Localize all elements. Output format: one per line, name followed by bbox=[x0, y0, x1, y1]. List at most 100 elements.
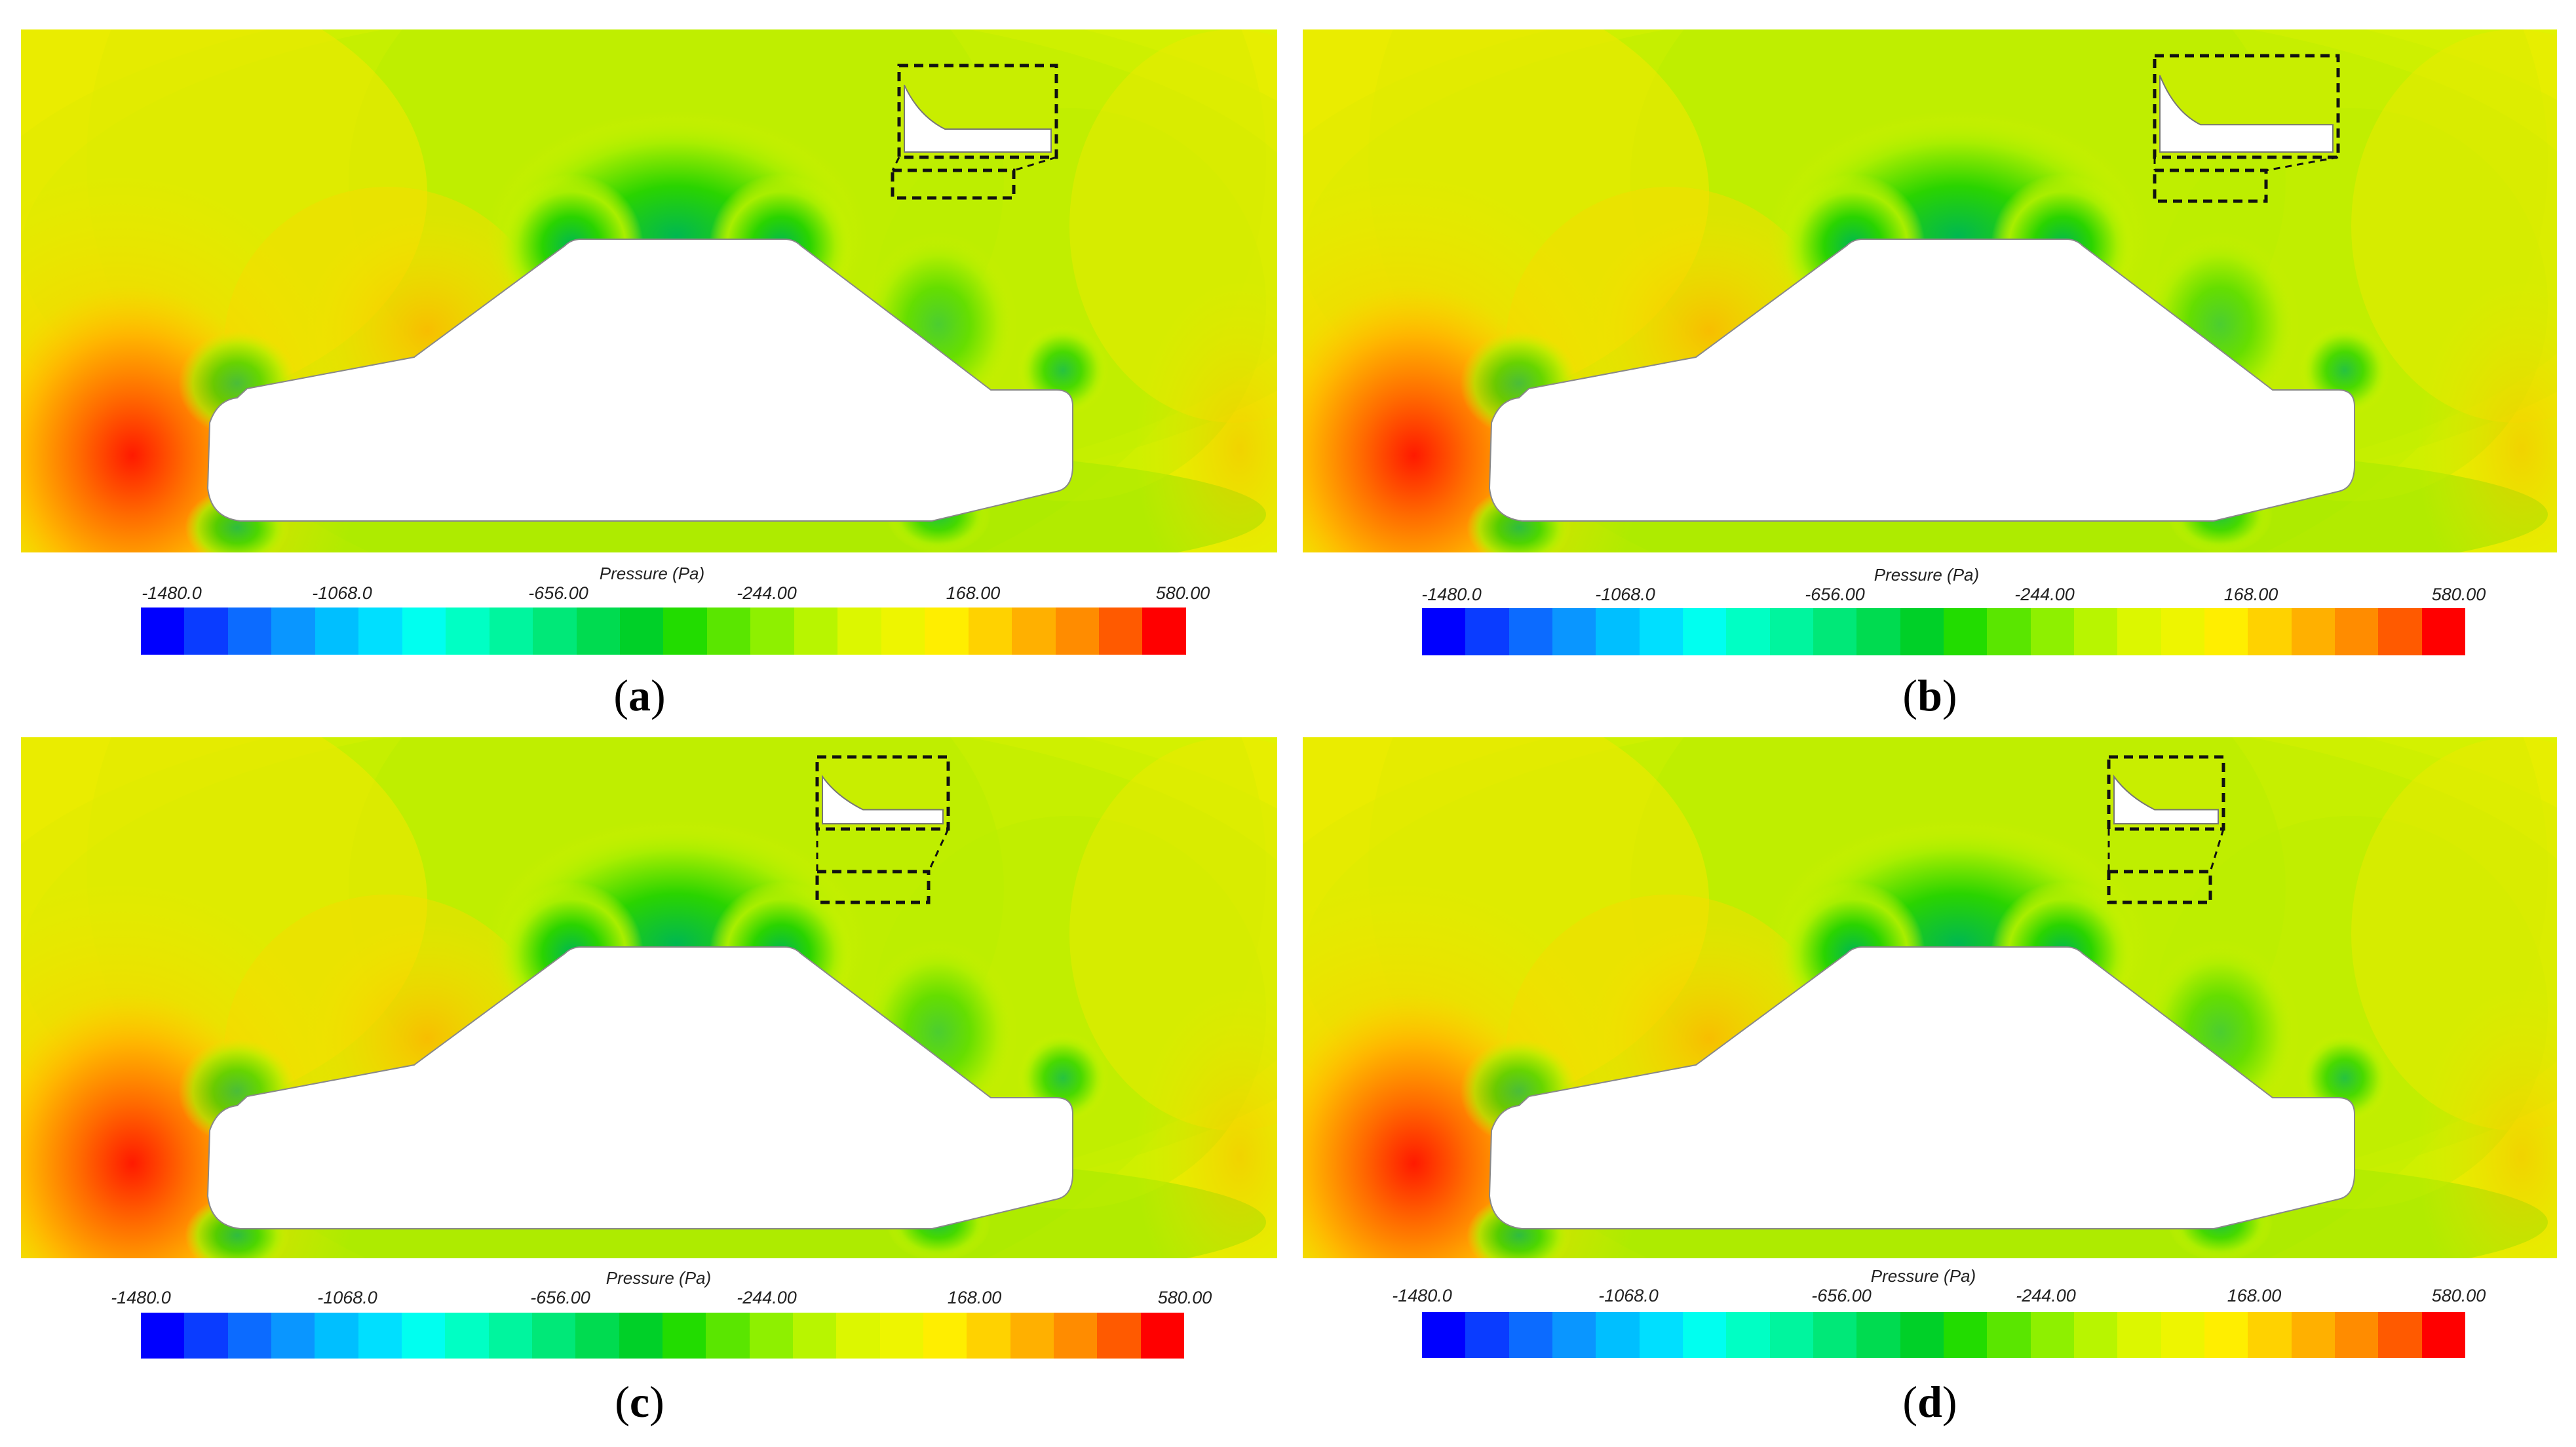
colorbar-swatch bbox=[271, 1313, 315, 1359]
colorbar-swatch bbox=[2334, 608, 2379, 655]
colorbar-swatch bbox=[227, 1313, 271, 1359]
colorbar-swatch bbox=[619, 1313, 663, 1359]
vehicle-body-a bbox=[206, 239, 1073, 522]
colorbar-swatch bbox=[1682, 608, 1727, 655]
colorbar-swatch bbox=[2161, 608, 2204, 655]
colorbar-swatch bbox=[968, 608, 1012, 655]
colorbar-swatch bbox=[446, 608, 490, 655]
colorbar-tick-a-5: 580.00 bbox=[1155, 583, 1210, 603]
colorbar-swatch bbox=[923, 1313, 967, 1359]
colorbar-swatch bbox=[2378, 1312, 2422, 1358]
pressure-field-b bbox=[1303, 29, 2557, 552]
colorbar-swatch bbox=[1769, 608, 1813, 655]
colorbar-swatch bbox=[2291, 608, 2335, 655]
colorbar-title-a: Pressure (Pa) bbox=[599, 564, 705, 583]
colorbar-swatch bbox=[662, 1313, 706, 1359]
colorbar-swatch bbox=[706, 608, 751, 655]
colorbar-swatch bbox=[836, 1313, 880, 1359]
colorbar-tick-d-5: 580.00 bbox=[2431, 1286, 2486, 1305]
colorbar-tick-c-4: 168.00 bbox=[947, 1288, 1002, 1307]
colorbar-swatch bbox=[531, 1313, 576, 1359]
colorbar-swatch bbox=[2378, 608, 2422, 655]
pressure-contour-d bbox=[1303, 737, 2557, 1258]
colorbar-tick-b-2: -656.00 bbox=[1805, 585, 1865, 604]
colorbar-swatch bbox=[575, 1313, 619, 1359]
colorbar-swatch bbox=[2117, 608, 2161, 655]
colorbar-swatch bbox=[1682, 1312, 1727, 1358]
colorbar-swatch bbox=[1813, 1312, 1857, 1358]
colorbar-tick-a-1: -1068.0 bbox=[312, 583, 372, 603]
colorbar-swatch bbox=[1509, 1312, 1552, 1358]
colorbar-tick-a-0: -1480.0 bbox=[142, 583, 202, 603]
colorbar-tick-b-3: -244.00 bbox=[2014, 585, 2075, 604]
colorbar-swatch bbox=[489, 608, 533, 655]
colorbar-c bbox=[141, 1313, 1184, 1359]
zoom-inset-d bbox=[2107, 755, 2225, 904]
pressure-contour-b bbox=[1303, 29, 2557, 552]
colorbar-swatch bbox=[792, 1313, 837, 1359]
colorbar-tick-a-3: -244.00 bbox=[737, 583, 797, 603]
colorbar-tick-d-0: -1480.0 bbox=[1392, 1286, 1452, 1305]
colorbar-swatch bbox=[1010, 1313, 1054, 1359]
vehicle-body-c bbox=[206, 946, 1073, 1229]
colorbar-swatch bbox=[533, 608, 577, 655]
colorbar-swatch bbox=[2334, 1312, 2379, 1358]
colorbar-swatch bbox=[1142, 608, 1186, 655]
colorbar-swatch bbox=[2421, 1312, 2465, 1358]
colorbar-swatch bbox=[881, 608, 925, 655]
colorbar-swatch bbox=[1422, 608, 1466, 655]
colorbar-swatch bbox=[1726, 608, 1770, 655]
colorbar-swatch bbox=[1465, 1312, 1509, 1358]
colorbar-tick-c-2: -656.00 bbox=[530, 1288, 590, 1307]
colorbar-tick-a-4: 168.00 bbox=[946, 583, 1001, 603]
pressure-field-a bbox=[21, 29, 1277, 552]
colorbar-swatch bbox=[488, 1313, 532, 1359]
colorbar-swatch bbox=[2030, 1312, 2074, 1358]
colorbar-swatch bbox=[925, 608, 969, 655]
colorbar-swatch bbox=[1987, 608, 2031, 655]
colorbar-swatch bbox=[1769, 1312, 1813, 1358]
colorbar-swatch bbox=[1552, 1312, 1596, 1358]
colorbar-tick-b-0: -1480.0 bbox=[1421, 585, 1482, 604]
colorbar-swatch bbox=[1987, 1312, 2031, 1358]
colorbar-tick-b-4: 168.00 bbox=[2223, 585, 2278, 604]
colorbar-swatch bbox=[445, 1313, 489, 1359]
colorbar-swatch bbox=[1097, 1313, 1141, 1359]
colorbar-swatch bbox=[706, 1313, 750, 1359]
colorbar-swatch bbox=[401, 1313, 446, 1359]
zoom-inset-b bbox=[2153, 54, 2340, 203]
colorbar-swatch bbox=[749, 1313, 793, 1359]
colorbar-swatch bbox=[1053, 1313, 1098, 1359]
colorbar-swatch bbox=[1596, 1312, 1640, 1358]
colorbar-swatch bbox=[2248, 1312, 2292, 1358]
colorbar-swatch bbox=[2248, 608, 2292, 655]
colorbar-swatch bbox=[315, 1313, 358, 1359]
colorbar-swatch bbox=[1509, 608, 1552, 655]
colorbar-swatch bbox=[1465, 608, 1509, 655]
colorbar-swatch bbox=[1140, 1313, 1184, 1359]
zoom-inset-a bbox=[891, 64, 1058, 200]
vehicle-body-d bbox=[1488, 946, 2355, 1229]
colorbar-swatch bbox=[402, 608, 446, 655]
colorbar-swatch bbox=[141, 1313, 185, 1359]
colorbar-swatch bbox=[1596, 608, 1640, 655]
colorbar-swatch bbox=[1552, 608, 1596, 655]
colorbar-swatch bbox=[2204, 608, 2248, 655]
colorbar-swatch bbox=[358, 1313, 402, 1359]
colorbar-d bbox=[1422, 1312, 2465, 1358]
colorbar-swatch bbox=[1943, 608, 1988, 655]
colorbar-swatch bbox=[2073, 608, 2118, 655]
colorbar-swatch bbox=[1639, 1312, 1683, 1358]
colorbar-tick-c-0: -1480.0 bbox=[111, 1288, 171, 1307]
pressure-field-d bbox=[1303, 737, 2557, 1258]
colorbar-swatch bbox=[663, 608, 707, 655]
colorbar-swatch bbox=[1422, 1312, 1466, 1358]
colorbar-swatch bbox=[184, 608, 228, 655]
caption-a: (a) bbox=[613, 670, 666, 720]
colorbar-swatch bbox=[2073, 1312, 2118, 1358]
colorbar-tick-d-3: -244.00 bbox=[2016, 1286, 2076, 1305]
pressure-field-c bbox=[21, 737, 1277, 1258]
colorbar-swatch bbox=[1943, 1312, 1988, 1358]
colorbar-swatch bbox=[271, 608, 315, 655]
colorbar-tick-d-1: -1068.0 bbox=[1598, 1286, 1659, 1305]
